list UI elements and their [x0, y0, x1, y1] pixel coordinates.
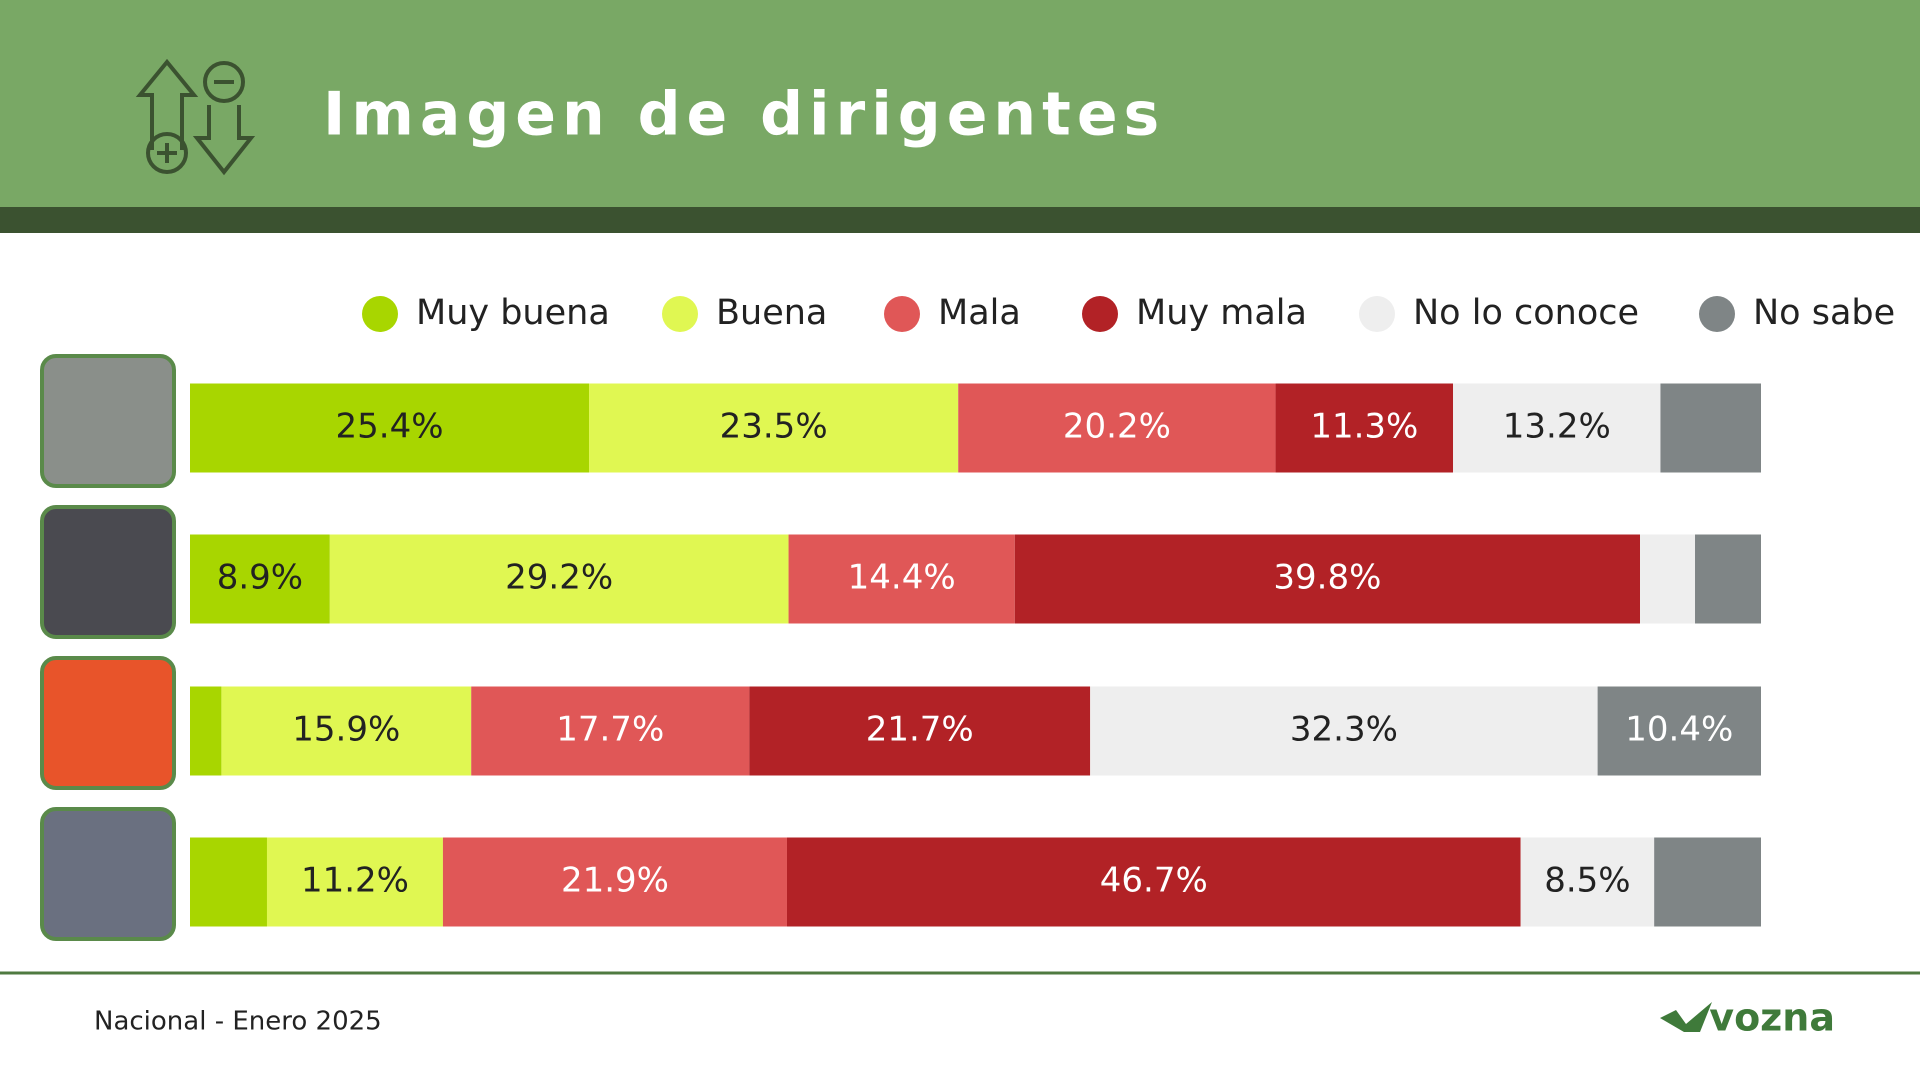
photos	[40, 354, 176, 941]
bar-segment	[749, 686, 1091, 776]
bar-segment	[1660, 383, 1761, 473]
bar-segment	[1695, 534, 1761, 624]
bar-segment	[190, 534, 330, 624]
logo-mark	[1660, 1002, 1712, 1032]
legend-label: Buena	[716, 293, 827, 333]
data-label: 11.2%	[301, 861, 409, 901]
data-label: 21.9%	[561, 861, 669, 901]
header-icon	[135, 58, 256, 176]
bar-segment	[1597, 686, 1761, 776]
data-label: 29.2%	[505, 558, 613, 598]
legend-label: No lo conoce	[1413, 293, 1639, 333]
data-label: 14.4%	[848, 558, 956, 598]
data-label: 32.3%	[1290, 710, 1398, 750]
bar-segment	[442, 837, 787, 927]
bar-segment	[471, 686, 750, 776]
photo	[40, 656, 176, 790]
photo	[40, 505, 176, 639]
data-label: 21.7%	[866, 710, 974, 750]
legend-swatch	[362, 296, 398, 332]
logo: vozna	[1709, 996, 1835, 1040]
data-label: 10.4%	[1625, 710, 1733, 750]
data-label: 8.5%	[1544, 861, 1630, 901]
data-label: 20.2%	[1063, 407, 1171, 447]
bar-segment	[589, 383, 959, 473]
legend-swatch	[1359, 296, 1395, 332]
photo	[40, 354, 176, 488]
bar-segment	[1453, 383, 1661, 473]
data-label: 13.2%	[1503, 407, 1611, 447]
legend-label: Mala	[938, 293, 1021, 333]
legend-swatch	[1699, 296, 1735, 332]
legend-label: Muy buena	[416, 293, 610, 333]
data-label: 11.3%	[1310, 407, 1418, 447]
data-label: 39.8%	[1273, 558, 1381, 598]
header-band	[0, 0, 1920, 207]
bar-segment	[1090, 686, 1598, 776]
bar-segment	[958, 383, 1276, 473]
legend-swatch	[662, 296, 698, 332]
bar-segment	[1654, 837, 1761, 927]
bar-segment	[221, 686, 472, 776]
photo	[40, 807, 176, 941]
legend-swatch	[1082, 296, 1118, 332]
data-label: 46.7%	[1100, 861, 1208, 901]
bar-segment	[1520, 837, 1655, 927]
bar-segment	[1640, 534, 1696, 624]
bar-segment	[788, 534, 1015, 624]
legend-label: Muy mala	[1136, 293, 1307, 333]
bar-segment	[1275, 383, 1454, 473]
title: Imagen de dirigentes	[323, 80, 1165, 150]
legend-swatch	[884, 296, 920, 332]
bar-segment	[266, 837, 443, 927]
data-label: 25.4%	[336, 407, 444, 447]
bar-segment	[1014, 534, 1641, 624]
data-label: 17.7%	[556, 710, 664, 750]
bar-segment	[190, 686, 222, 776]
bar-segment	[190, 383, 590, 473]
bar-segment	[786, 837, 1521, 927]
legend-label: No sabe	[1753, 293, 1895, 333]
footer-source: Nacional - Enero 2025	[94, 1007, 382, 1037]
bar-segment	[329, 534, 789, 624]
data-label: 23.5%	[720, 407, 828, 447]
data-label: 8.9%	[217, 558, 303, 598]
header-strip	[0, 207, 1920, 233]
data-label: 15.9%	[292, 710, 400, 750]
bar-segment	[190, 837, 267, 927]
